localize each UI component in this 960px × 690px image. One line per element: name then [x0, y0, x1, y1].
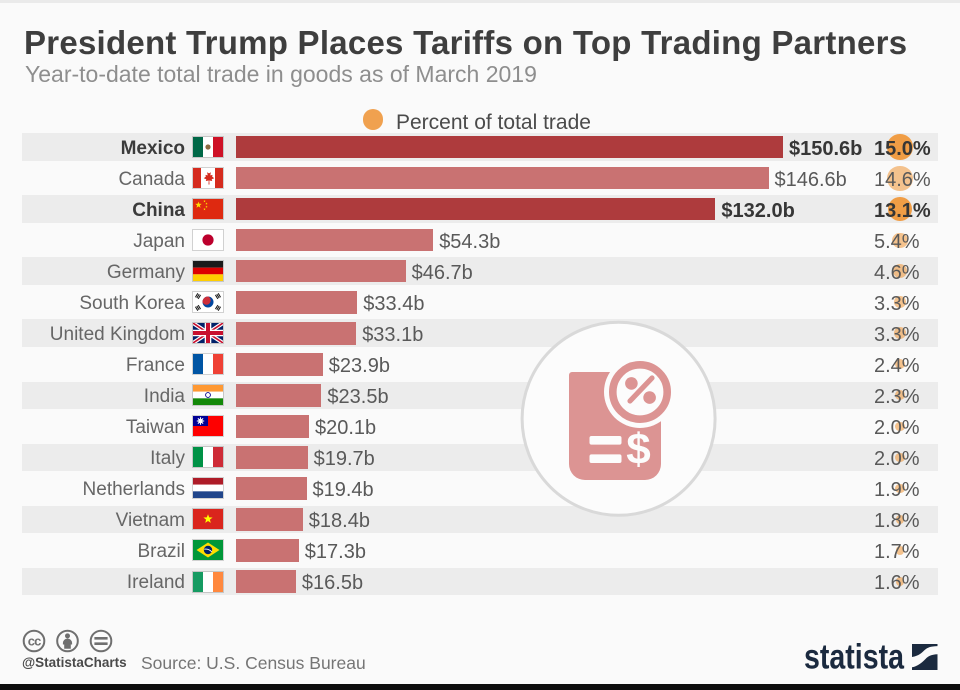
svg-text:cc: cc — [28, 634, 41, 649]
svg-text:$: $ — [626, 425, 650, 474]
svg-text:statista: statista — [804, 637, 904, 677]
